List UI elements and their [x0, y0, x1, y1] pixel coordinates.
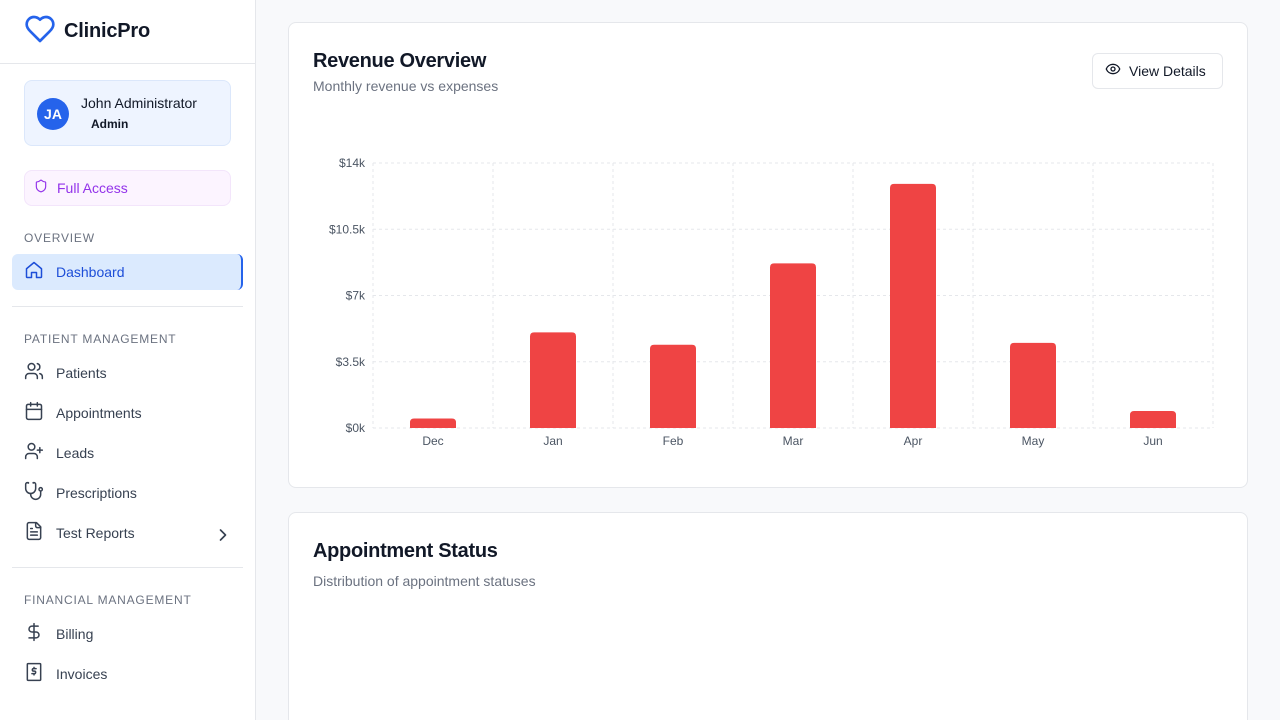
x-tick-label: Feb [663, 434, 684, 448]
revenue-bar-chart: $0k $3.5k $7k $10.5k $14k Dec Jan Feb Mar Apr May J… [329, 156, 1214, 448]
user-profile-card[interactable]: JA John Administrator Admin [24, 80, 231, 146]
sidebar-item-label: Prescriptions [56, 485, 137, 501]
sidebar-item-leads[interactable]: Leads [12, 435, 243, 471]
card-title: Appointment Status [313, 540, 498, 562]
x-tick-label: Jan [543, 434, 562, 448]
section-label-financial-management: FINANCIAL MANAGEMENT [24, 593, 192, 607]
chart-bar [650, 344, 696, 428]
receipt-icon [24, 662, 44, 687]
sidebar-item-patients[interactable]: Patients [12, 355, 243, 391]
y-tick-label: $0k [346, 421, 366, 435]
user-name: John Administrator [81, 95, 197, 111]
view-details-button[interactable]: View Details [1092, 53, 1223, 89]
chevron-right-icon[interactable] [213, 525, 229, 541]
home-icon [24, 260, 44, 285]
calendar-icon [24, 401, 44, 426]
stethoscope-icon [24, 481, 44, 506]
card-subtitle: Monthly revenue vs expenses [313, 78, 499, 94]
sidebar-item-dashboard[interactable]: Dashboard [12, 254, 243, 290]
sidebar-item-label: Billing [56, 626, 94, 642]
view-details-label: View Details [1129, 63, 1206, 79]
sidebar-item-appointments[interactable]: Appointments [12, 395, 243, 431]
access-level-badge: Full Access [24, 170, 231, 206]
user-plus-icon [24, 441, 44, 466]
x-tick-label: May [1022, 434, 1045, 448]
y-tick-label: $10.5k [329, 222, 366, 236]
dollar-icon [24, 622, 44, 647]
heart-icon [24, 13, 56, 50]
shield-icon [34, 179, 48, 198]
y-tick-label: $14k [339, 156, 366, 170]
chart-bar [890, 183, 936, 428]
x-tick-label: Jun [1143, 434, 1162, 448]
sidebar-item-test-reports[interactable]: Test Reports [12, 515, 243, 551]
sidebar-item-label: Appointments [56, 405, 142, 421]
chart-bar [1010, 342, 1056, 428]
chart-bar [1130, 410, 1176, 428]
sidebar-divider [12, 567, 243, 568]
brand-header[interactable]: ClinicPro [0, 0, 255, 64]
sidebar-item-billing[interactable]: Billing [12, 616, 243, 652]
file-text-icon [24, 521, 44, 546]
y-tick-label: $3.5k [336, 355, 366, 369]
y-tick-label: $7k [346, 289, 366, 303]
section-label-overview: OVERVIEW [24, 231, 95, 245]
sidebar-item-invoices[interactable]: Invoices [12, 656, 243, 692]
revenue-overview-card: Revenue Overview Monthly revenue vs expe… [288, 22, 1248, 488]
chart-bar [770, 263, 816, 428]
card-subtitle: Distribution of appointment statuses [313, 573, 536, 589]
user-role-badge: Admin [91, 117, 129, 131]
sidebar-item-label: Test Reports [56, 525, 135, 541]
sidebar-divider [12, 306, 243, 307]
sidebar-item-label: Invoices [56, 666, 108, 682]
chart-bar [410, 418, 456, 428]
access-level-label: Full Access [57, 180, 128, 196]
brand-name: ClinicPro [64, 20, 150, 42]
avatar: JA [37, 98, 69, 130]
x-tick-label: Apr [904, 434, 923, 448]
eye-icon [1105, 61, 1121, 82]
sidebar: ClinicPro JA John Administrator Admin Fu… [0, 0, 256, 720]
section-label-patient-management: PATIENT MANAGEMENT [24, 332, 177, 346]
chart-bar [530, 332, 576, 428]
card-title: Revenue Overview [313, 50, 487, 72]
sidebar-item-label: Patients [56, 365, 107, 381]
sidebar-item-prescriptions[interactable]: Prescriptions [12, 475, 243, 511]
x-tick-label: Mar [783, 434, 804, 448]
users-icon [24, 361, 44, 386]
sidebar-item-label: Leads [56, 445, 95, 461]
appointment-status-card: Appointment Status Distribution of appoi… [288, 512, 1248, 720]
x-tick-label: Dec [422, 434, 443, 448]
sidebar-item-label: Dashboard [56, 264, 125, 280]
